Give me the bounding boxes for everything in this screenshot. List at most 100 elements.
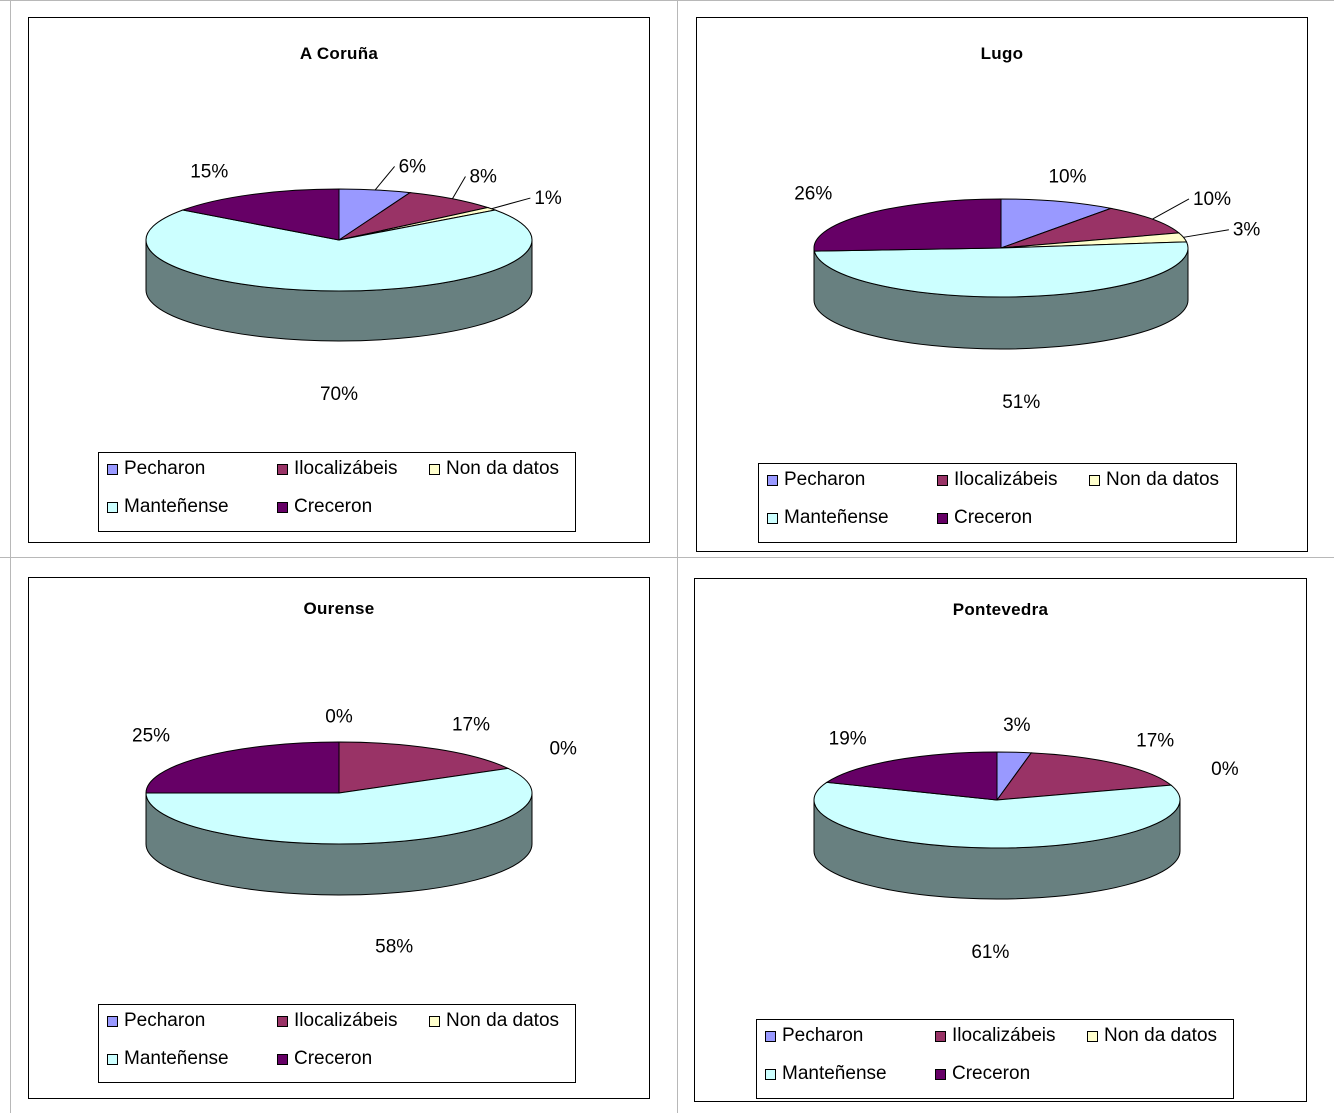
pie-slice-ilocalizabeis <box>338 192 490 241</box>
chart-legend: Pecharon Ilocalizábeis Non da datos Manteñe… <box>98 1004 576 1083</box>
grid-line-middle <box>0 557 1334 558</box>
pie-slice-creceron <box>825 751 998 801</box>
legend-item-pecharon: Pecharon <box>765 1025 863 1047</box>
legend-swatch <box>767 474 778 486</box>
legend-item-non-da-datos: Non da datos <box>1087 1025 1217 1047</box>
pie-slice-creceron <box>145 741 340 794</box>
data-label-pecharon: 10% <box>1048 166 1086 187</box>
legend-swatch <box>935 1030 946 1042</box>
data-label-creceron: 19% <box>829 728 867 749</box>
legend-label: Manteñense <box>784 507 889 528</box>
legend-item-pecharon: Pecharon <box>107 1010 205 1032</box>
label-leader-line <box>1152 198 1190 220</box>
legend-swatch <box>107 501 118 513</box>
pie-slice-mantenense <box>813 241 1189 298</box>
data-label-mantenense: 58% <box>375 936 413 957</box>
legend-label: Non da datos <box>446 458 560 479</box>
legend-label: Ilocalizábeis <box>954 469 1058 490</box>
chart-legend: Pecharon Ilocalizábeis Non da datos Manteñe… <box>758 463 1237 543</box>
legend-label: Manteñense <box>124 1048 229 1069</box>
data-label-pecharon: 6% <box>399 156 427 177</box>
data-label-non-da-datos: 0% <box>549 739 577 760</box>
data-label-non-da-datos: 0% <box>1211 759 1239 780</box>
legend-item-non-da-datos: Non da datos <box>1089 469 1219 491</box>
legend-swatch <box>767 512 778 524</box>
legend-swatch <box>107 1053 118 1065</box>
legend-swatch <box>277 1053 288 1065</box>
data-label-mantenense: 51% <box>1002 392 1040 413</box>
legend-swatch <box>277 1015 288 1027</box>
chart-lugo: Lugo 10% 10% 3% 51% 26% Pecharon Ilocalizábei… <box>696 17 1308 552</box>
pie-slice-ilocalizabeis <box>1000 207 1181 249</box>
legend-item-creceron: Creceron <box>935 1063 1030 1085</box>
legend-label: Creceron <box>954 507 1033 528</box>
chart-legend: Pecharon Ilocalizábeis Non da datos Manteñe… <box>98 452 576 532</box>
legend-label: Manteñense <box>124 496 229 517</box>
legend-item-non-da-datos: Non da datos <box>429 1010 559 1032</box>
data-label-mantenense: 70% <box>320 384 358 405</box>
pie-chart: 3% 17% 0% 61% 19% <box>813 715 1239 963</box>
data-label-non-da-datos: 3% <box>1233 220 1261 241</box>
legend-item-ilocalizabeis: Ilocalizábeis <box>277 458 398 480</box>
legend-label: Creceron <box>294 1048 373 1069</box>
legend-label: Creceron <box>294 496 373 517</box>
pie-slice-creceron <box>180 188 340 241</box>
legend-item-pecharon: Pecharon <box>767 469 865 491</box>
chart-pontevedra: Pontevedra 3% 17% 0% 61% 19% Pecharon Ilocali… <box>694 578 1307 1102</box>
grid-line-left <box>10 0 11 1113</box>
legend-swatch <box>429 463 440 475</box>
pie-slice-mantenense <box>813 781 1181 849</box>
legend-item-ilocalizabeis: Ilocalizábeis <box>277 1010 398 1032</box>
legend-swatch <box>107 463 118 475</box>
label-leader-line <box>452 176 466 199</box>
pie-slice-mantenense <box>145 767 533 845</box>
legend-item-non-da-datos: Non da datos <box>429 458 559 480</box>
legend-swatch <box>277 463 288 475</box>
legend-swatch <box>935 1068 946 1080</box>
data-label-pecharon: 0% <box>325 706 353 727</box>
legend-swatch <box>1087 1030 1098 1042</box>
legend-label: Pecharon <box>784 469 866 490</box>
pie-chart: 6% 8% 1% 70% 15% <box>145 156 562 405</box>
data-label-creceron: 25% <box>132 726 170 747</box>
chart-title: Lugo <box>980 44 1024 63</box>
legend-label: Ilocalizábeis <box>294 458 398 479</box>
label-leader-line <box>491 197 531 210</box>
pie-slice-pecharon <box>1000 198 1113 249</box>
legend-swatch <box>429 1015 440 1027</box>
legend-swatch <box>1089 474 1100 486</box>
chart-legend: Pecharon Ilocalizábeis Non da datos Manteñe… <box>756 1019 1234 1099</box>
data-label-creceron: 15% <box>190 162 228 183</box>
pie-slice-ilocalizabeis <box>995 752 1173 801</box>
legend-item-creceron: Creceron <box>277 1048 372 1070</box>
data-label-non-da-datos: 1% <box>534 188 562 209</box>
chart-a-coruna: A Coruña 6% 8% 1% 70% 15% Pecharon Ilocalizáb… <box>28 17 650 543</box>
chart-title: A Coruña <box>299 44 379 63</box>
grid-line-center <box>677 0 678 1113</box>
label-leader-line <box>374 166 395 191</box>
legend-label: Pecharon <box>782 1025 864 1046</box>
pie-chart: 10%10%3%51%26% <box>794 166 1261 413</box>
legend-item-creceron: Creceron <box>937 507 1032 529</box>
legend-label: Non da datos <box>1104 1025 1218 1046</box>
data-label-ilocalizabeis: 10% <box>1193 189 1231 210</box>
data-label-creceron: 26% <box>794 183 832 204</box>
legend-swatch <box>937 474 948 486</box>
data-label-pecharon: 3% <box>1003 715 1031 736</box>
legend-label: Manteñense <box>782 1063 887 1084</box>
chart-title: Pontevedra <box>952 600 1049 619</box>
pie-slice-creceron <box>813 198 1002 252</box>
legend-label: Creceron <box>952 1063 1031 1084</box>
legend-swatch <box>107 1015 118 1027</box>
legend-item-mantenense: Manteñense <box>107 496 229 518</box>
pie-chart: 0% 17% 0% 58% 25% <box>132 706 577 957</box>
pie-slice-mantenense <box>145 209 533 292</box>
legend-label: Non da datos <box>446 1010 560 1031</box>
legend-item-mantenense: Manteñense <box>767 507 889 529</box>
data-label-ilocalizabeis: 17% <box>1136 731 1174 752</box>
legend-item-pecharon: Pecharon <box>107 458 205 480</box>
legend-item-ilocalizabeis: Ilocalizábeis <box>935 1025 1056 1047</box>
legend-label: Ilocalizábeis <box>294 1010 398 1031</box>
legend-item-ilocalizabeis: Ilocalizábeis <box>937 469 1058 491</box>
